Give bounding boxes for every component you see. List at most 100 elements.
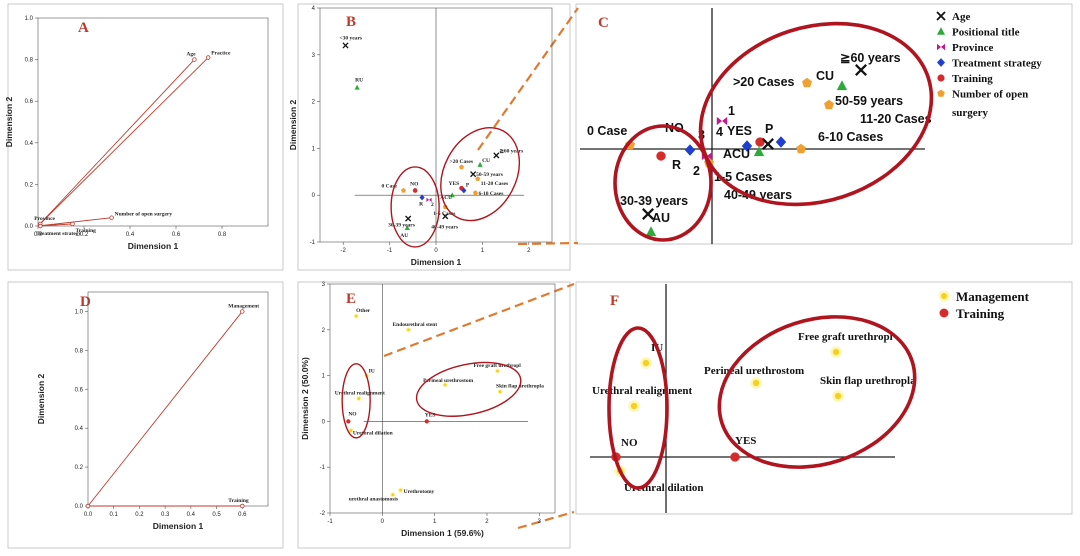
point-label-province: Province — [34, 216, 55, 222]
point-label-no: NO — [410, 182, 419, 188]
y-tick-label: 0 — [322, 419, 326, 425]
cluster-ellipse-left — [341, 363, 371, 439]
point-legend-age — [936, 11, 946, 21]
point-label-perineal-urethrostom: Perineal urethrostom — [423, 378, 473, 384]
point-label-number-of-open-surgery: Number of open surgery — [115, 212, 173, 218]
point-f-1 — [630, 402, 638, 410]
point-f-4 — [730, 452, 740, 462]
point-r — [419, 194, 425, 201]
x-tick-label: 0.4 — [126, 232, 135, 238]
cluster-ellipse-left — [390, 166, 440, 248]
point-label-urethral-anastomosis: urethral anastomosis — [349, 497, 398, 503]
panel-label-c: C — [598, 15, 609, 31]
point-legend-number-of-open-surgery — [937, 89, 945, 97]
point-ru — [354, 84, 360, 90]
point-label-ru: RU — [355, 78, 363, 84]
point-label-60-years-0: ≧60 years — [840, 51, 901, 65]
point-label-yes: YES — [735, 435, 756, 447]
y-axis-label: Dimension 2 (50.0%) — [300, 357, 310, 440]
legend-label-positional-title: Positional title — [952, 27, 1020, 39]
y-tick-label: 1 — [322, 374, 326, 380]
x-tick-label: 0.3 — [161, 512, 170, 518]
point-legend-treatment-strategy — [937, 58, 945, 67]
point-label-6-10-cases: 6-10 Cases — [478, 191, 503, 197]
point-label-60-years: ≧60 years — [499, 148, 523, 154]
cluster-ellipse-right — [717, 315, 917, 469]
point-c-1 — [836, 80, 848, 91]
point-label-p: P — [466, 183, 470, 189]
point-yes — [424, 419, 429, 424]
y-tick-label: 0.2 — [25, 182, 34, 188]
point-label-perineal-urethrostom: Perineal urethrostom — [704, 365, 804, 377]
point-c-13 — [684, 144, 696, 156]
point-label-1-5-cases: 1-5 Cases — [433, 211, 455, 217]
point-label-urethrotomy: Urethrotomy — [404, 489, 435, 495]
cluster-ellipse-left — [607, 326, 669, 490]
point-label-cu-1: CU — [816, 69, 834, 83]
y-tick-label: 0 — [312, 193, 316, 199]
point-legend-training — [937, 74, 945, 82]
point-age — [192, 57, 197, 62]
y-tick-label: 3 — [322, 282, 326, 288]
point-0-case — [401, 187, 406, 193]
point-free-graft-urethropl — [496, 369, 499, 373]
point-label-2: 2 — [431, 202, 434, 208]
y-tick-label: 0.0 — [75, 504, 84, 510]
point-c-4 — [716, 116, 728, 126]
x-tick-label: 0.1 — [110, 512, 119, 518]
point-label-0-case: 0 Case — [382, 184, 398, 190]
cluster-ellipse-right — [698, 21, 934, 207]
vector-practice — [37, 57, 209, 227]
y-tick-label: 2 — [312, 100, 316, 106]
point-c-9 — [753, 146, 765, 157]
cluster-ellipse-right — [440, 126, 521, 222]
legend-label-age: Age — [952, 11, 970, 23]
legend-label-training: Training — [956, 306, 1005, 321]
y-tick-label: 4 — [312, 6, 316, 12]
y-tick-label: 0.0 — [25, 224, 34, 230]
x-tick-label: 2 — [485, 519, 489, 525]
point-label-20-cases-2: >20 Cases — [733, 75, 795, 89]
zoom-connector-bottom-f — [517, 510, 575, 530]
point-20-cases — [459, 164, 464, 170]
x-tick-label: 0.8 — [218, 232, 227, 238]
y-tick-label: 0.8 — [25, 58, 34, 64]
point-2 — [426, 197, 432, 202]
point-30-39-years — [405, 215, 412, 222]
point-label-r: R — [419, 202, 424, 208]
point-label-treatment-strategy: Treatment strategy — [36, 231, 81, 237]
panel-label-b: B — [346, 14, 356, 30]
panel-d-frame — [7, 281, 284, 549]
y-tick-label: -1 — [310, 240, 316, 246]
x-tick-label: 2 — [527, 248, 531, 254]
point-c-12 — [656, 151, 666, 161]
panel-d-plot: 0.0 0.1 0.2 0.3 0.4 0.5 0.60.00.20.40.60.81.0D… — [36, 291, 269, 531]
x-tick-label: 0.2 — [135, 512, 144, 518]
point-c-0 — [855, 64, 867, 76]
point-30-years — [342, 42, 349, 49]
point-perineal-urethrostom — [443, 383, 447, 387]
panel-a-frame — [7, 3, 284, 271]
point-label-urethral-dilation: Urethral dilation — [353, 431, 393, 437]
panel-label-d: D — [80, 294, 91, 310]
x-tick-label: 0.6 — [172, 232, 181, 238]
x-tick-label: -1 — [387, 248, 393, 254]
point-legend-training — [939, 308, 949, 318]
point-c-2 — [802, 77, 812, 88]
point-label-30-39-years-18: 30-39 years — [620, 194, 688, 208]
legend-label-number-of-open-surgery-2: surgery — [952, 107, 989, 119]
y-axis-label: Dimension 2 — [36, 373, 46, 424]
panel-b-plot: -2 -1 0 1 2 -1 0 1 2 3 4 Dimension 1 Dimension 2 <30 … — [288, 6, 553, 267]
x-tick-label: 0.5 — [212, 512, 221, 518]
point-label-yes: YES — [449, 181, 460, 187]
point-label-management: Management — [228, 303, 259, 309]
point-label-0-case-11: 0 Case — [587, 124, 627, 138]
point-label-50-59-years-3: 50-59 years — [835, 94, 903, 108]
point-label-urethral-realignment: Urethral realignment — [592, 385, 692, 397]
vector-management — [87, 311, 243, 507]
point-label-1-5: 1 — [728, 104, 735, 118]
point-label-1-5-cases-16: 1-5 Cases — [714, 170, 772, 184]
y-tick-label: 0.4 — [25, 141, 34, 147]
x-tick-label: 0 — [434, 248, 438, 254]
